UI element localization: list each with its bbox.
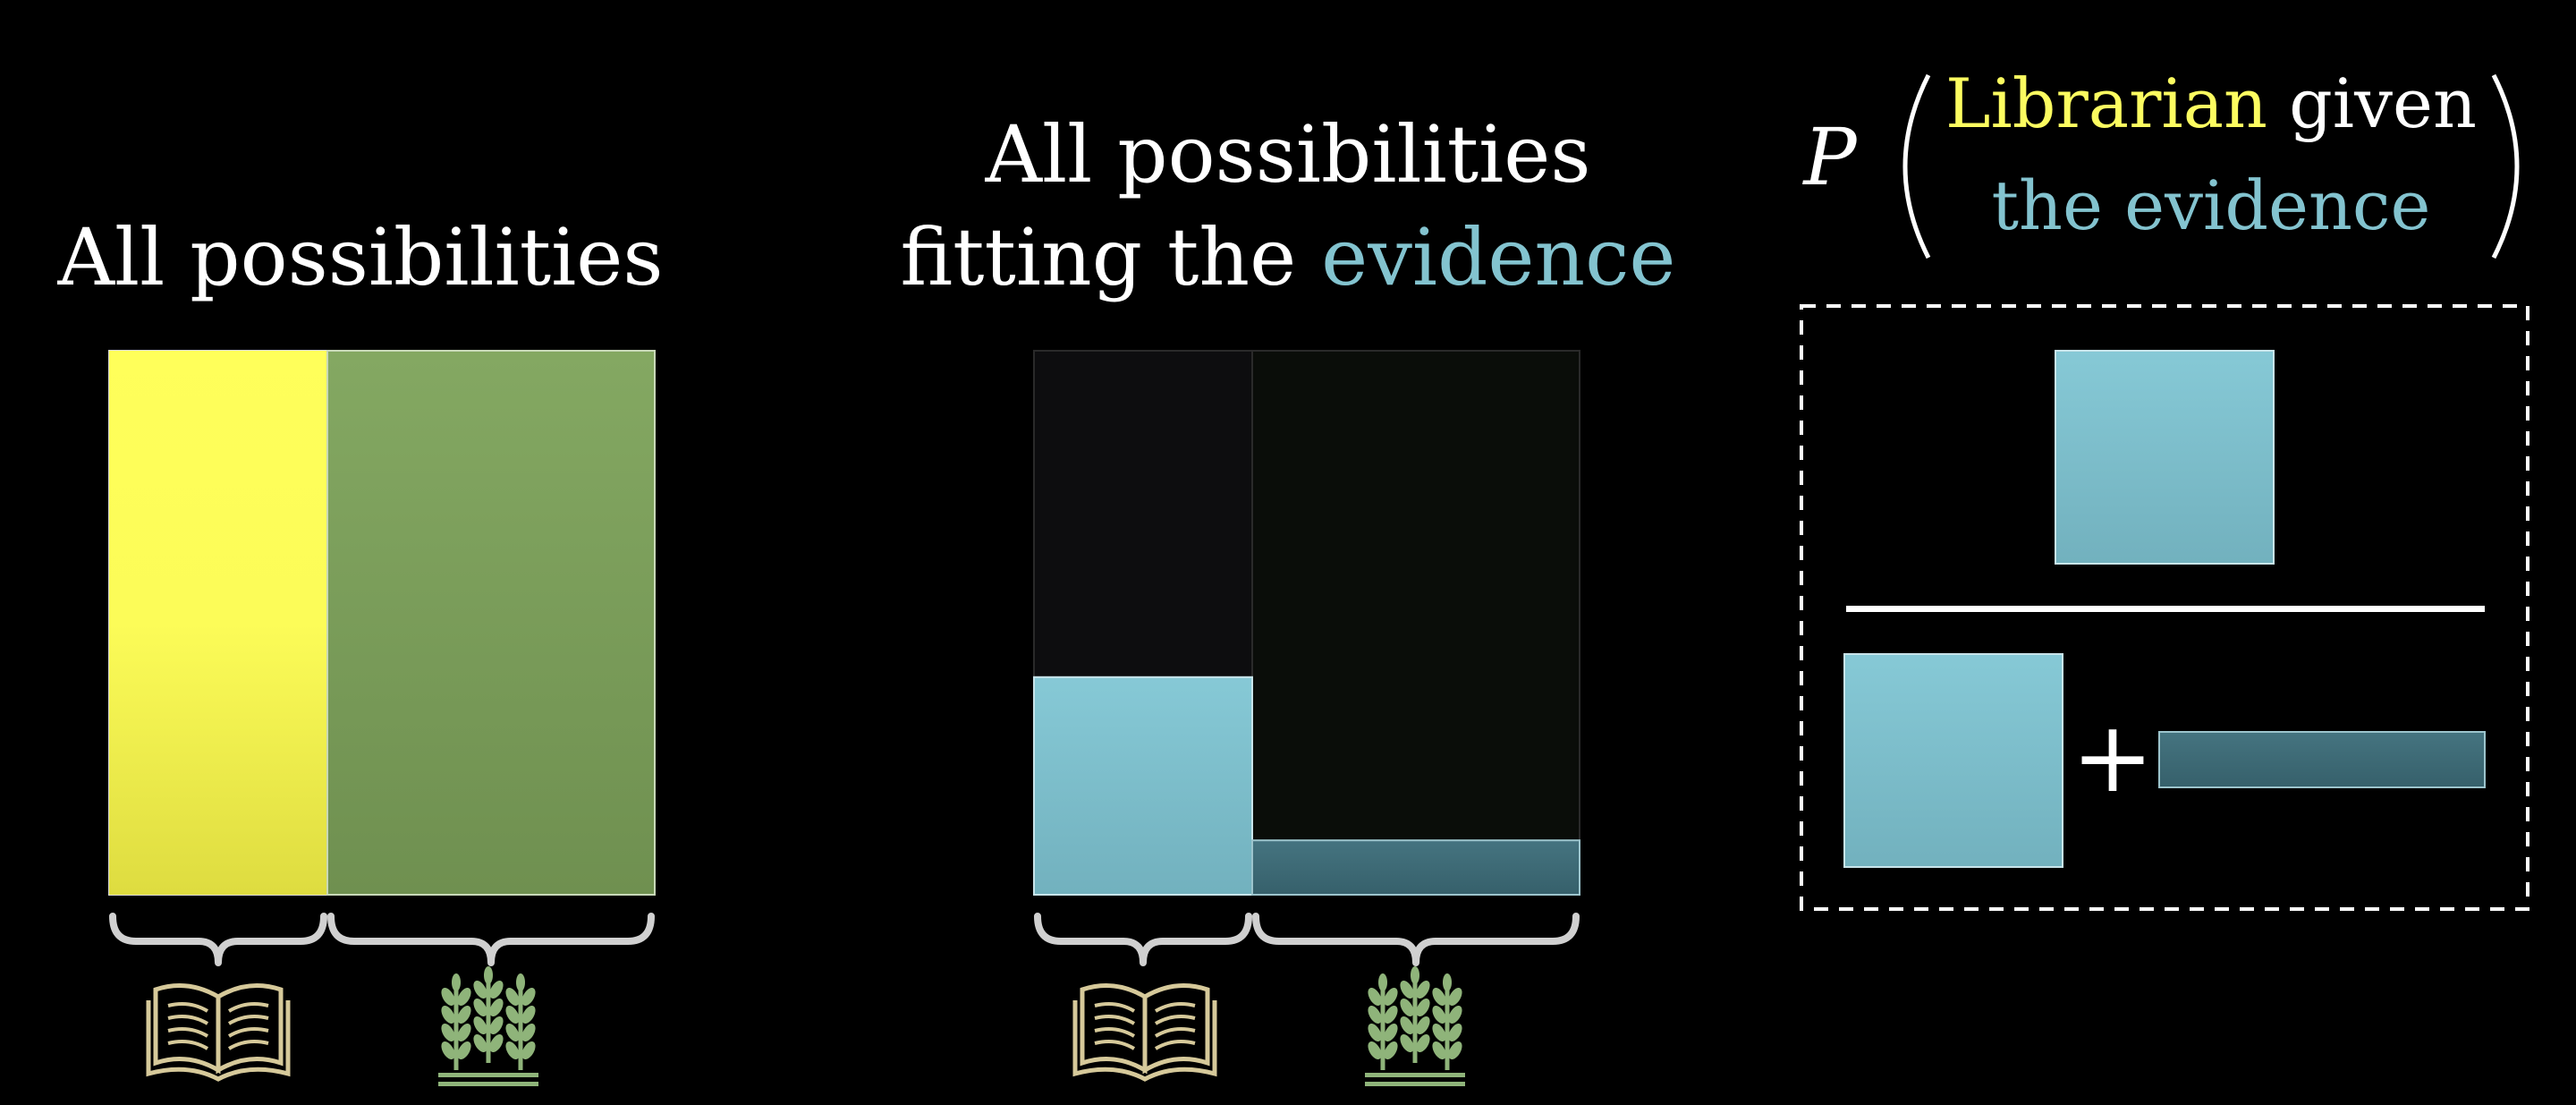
farmer-region [326, 350, 656, 896]
panel-evidence-title-line2: fitting the evidence [900, 211, 1675, 303]
given-word: given [2267, 64, 2477, 143]
fraction-bar [1846, 606, 2485, 612]
book-icon [148, 986, 288, 1080]
panel-formula: P Librarian given the evidence + [1800, 64, 2529, 911]
numerator-librarian-square [2055, 350, 2275, 565]
right-paren [2491, 73, 2520, 259]
librarian-brace [109, 913, 327, 966]
wheat-icon [1365, 966, 1465, 1086]
formula-top-line: Librarian given [1945, 64, 2477, 143]
formula-dashed-frame [1800, 304, 2529, 911]
plus-sign: + [2072, 700, 2154, 814]
farmer-brace [1252, 913, 1580, 966]
farmer-region-dim [1251, 350, 1580, 896]
farmer-evidence-region [1251, 839, 1580, 897]
farmer-brace [327, 913, 655, 966]
denominator-librarian-square [1843, 653, 2063, 868]
librarian-evidence-region [1033, 676, 1253, 896]
panel-fitting-evidence: All possibilities fitting the evidence [900, 108, 1676, 1086]
panel-all-title: All possibilities [56, 211, 663, 303]
formula-evidence-phrase: the evidence [1992, 166, 2431, 245]
librarian-word: Librarian [1945, 64, 2267, 143]
librarian-brace [1034, 913, 1252, 966]
librarian-region [109, 351, 327, 895]
left-paren [1902, 73, 1931, 259]
panel-all-possibilities: All possibilities [56, 211, 664, 1086]
title-prefix: fitting the [900, 211, 1321, 303]
probability-symbol: P [1801, 111, 1858, 203]
evidence-word: evidence [1321, 211, 1675, 303]
denominator-farmer-bar [2158, 731, 2486, 788]
book-icon [1075, 986, 1215, 1080]
wheat-icon [438, 966, 538, 1086]
panel-evidence-title-line1: All possibilities [984, 108, 1590, 200]
